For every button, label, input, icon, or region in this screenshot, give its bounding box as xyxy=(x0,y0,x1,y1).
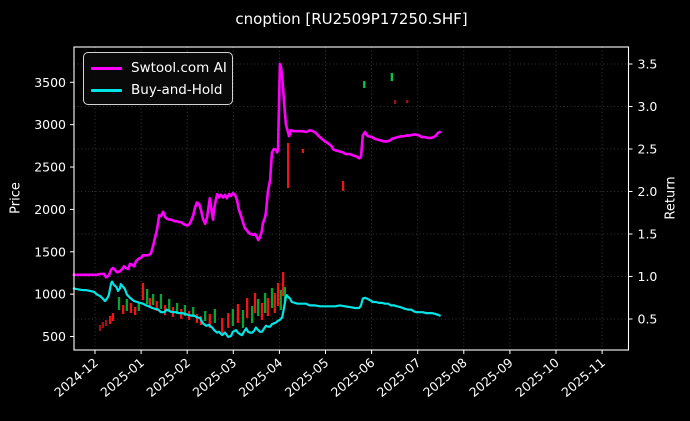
right-tick-label: 3.5 xyxy=(638,57,658,72)
x-tick-label: 2025-01 xyxy=(97,355,147,400)
x-tick-label: 2024-12 xyxy=(51,355,101,400)
x-tick-label: 2025-08 xyxy=(420,355,470,400)
x-tick-label: 2025-03 xyxy=(190,355,240,400)
series-line-buy-and-hold xyxy=(72,280,441,338)
left-tick-label: 1500 xyxy=(34,244,66,259)
buy-and-hold-line-swatch xyxy=(91,88,122,92)
legend-item-buy-and-hold: Buy-and-Hold xyxy=(91,79,232,101)
swtool-ai-line-swatch xyxy=(91,66,122,70)
plot-border xyxy=(73,46,630,351)
right-tick-label: 3.0 xyxy=(638,99,658,114)
x-tick-label: 2025-11 xyxy=(558,355,608,400)
x-tick-label: 2025-09 xyxy=(466,355,516,400)
left-axis-title: Price xyxy=(8,182,24,214)
chart-title: cnoption [RU2509P17250.SHF] xyxy=(235,10,468,28)
legend-item-swtool-ai: Swtool.com AI xyxy=(91,57,232,79)
right-tick-label: 1.5 xyxy=(638,227,658,242)
left-tick-label: 3000 xyxy=(34,117,66,132)
x-tick-label: 2025-04 xyxy=(236,355,286,400)
left-tick-label: 3500 xyxy=(34,75,66,90)
x-tick-label: 2025-07 xyxy=(374,355,424,400)
right-tick-label: 1.0 xyxy=(638,269,658,284)
x-tick-label: 2025-06 xyxy=(328,355,378,400)
x-tick-label: 2025-05 xyxy=(282,355,332,400)
right-axis-title: Return xyxy=(663,176,679,220)
legend: Swtool.com AI Buy-and-Hold xyxy=(83,52,233,105)
left-tick-label: 500 xyxy=(42,329,66,344)
right-tick-label: 2.0 xyxy=(638,184,658,199)
left-tick-label: 1000 xyxy=(34,287,66,302)
left-tick-label: 2000 xyxy=(34,202,66,217)
series-line-swtool-com-ai xyxy=(72,62,442,279)
right-tick-label: 0.5 xyxy=(638,312,658,327)
legend-label: Swtool.com AI xyxy=(131,60,227,76)
x-tick-label: 2025-10 xyxy=(512,355,562,400)
right-tick-label: 2.5 xyxy=(638,142,658,157)
x-tick-label: 2025-02 xyxy=(143,355,193,400)
left-tick-label: 2500 xyxy=(34,160,66,175)
legend-label: Buy-and-Hold xyxy=(131,82,223,98)
